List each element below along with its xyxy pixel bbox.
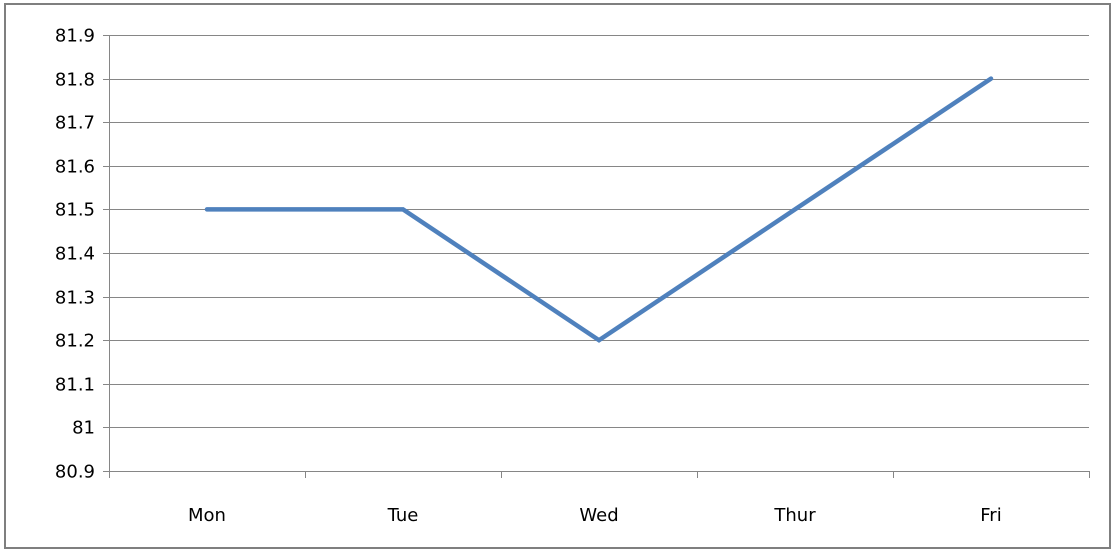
y-tick-label: 81.3 [55, 288, 95, 309]
y-tick-label: 81 [72, 418, 95, 439]
y-tick-label: 81.1 [55, 375, 95, 396]
y-tick-label: 81.8 [55, 70, 95, 91]
axes [103, 35, 1090, 478]
chart-frame [4, 3, 1111, 549]
y-tick-label: 81.5 [55, 200, 95, 221]
x-axis-tick-labels: Mon Tue Wed Thur Fri [188, 505, 1002, 526]
y-tick-label: 81.7 [55, 113, 95, 134]
x-tick-label: Wed [579, 505, 618, 526]
y-tick-label: 81.9 [55, 26, 95, 47]
x-tick-label: Fri [980, 505, 1001, 526]
series-lines [204, 76, 994, 343]
x-tick-label: Mon [188, 505, 226, 526]
y-axis-tick-labels: 81.9 81.8 81.7 81.6 81.5 81.4 81.3 81.2 81.1 81 80… [55, 26, 95, 483]
y-tick-label: 80.9 [55, 462, 95, 483]
gridlines [109, 35, 1089, 428]
x-tick-label: Thur [773, 505, 816, 526]
series-line [204, 76, 994, 343]
y-tick-label: 81.2 [55, 331, 95, 352]
x-tick-label: Tue [387, 505, 419, 526]
y-tick-label: 81.4 [55, 244, 95, 265]
y-tick-label: 81.6 [55, 157, 95, 178]
